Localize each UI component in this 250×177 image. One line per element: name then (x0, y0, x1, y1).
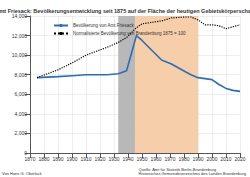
svg-text:1930: 1930 (108, 156, 119, 162)
svg-text:4,000: 4,000 (14, 111, 27, 117)
svg-text:2000: 2000 (206, 156, 217, 162)
svg-text:1980: 1980 (178, 156, 189, 162)
svg-text:1890: 1890 (52, 156, 63, 162)
svg-text:14,000: 14,000 (11, 13, 27, 19)
svg-text:1940: 1940 (122, 156, 133, 162)
svg-text:10,000: 10,000 (12, 52, 28, 58)
svg-text:1880: 1880 (38, 156, 49, 162)
svg-text:Historisches Gemeindeverzeichn: Historisches Gemeindeverzeichnis des Lan… (139, 171, 246, 176)
svg-text:Quelle: Amt für Statistik Berl: Quelle: Amt für Statistik Berlin-Branden… (138, 166, 216, 172)
svg-text:Amt Friesack: Bevölkerungsentw: Amt Friesack: Bevölkerungsentwicklung se… (0, 8, 250, 14)
svg-text:1920: 1920 (94, 156, 105, 162)
svg-text:0: 0 (24, 150, 27, 156)
svg-text:Bevölkerung von Amt Friesack: Bevölkerung von Amt Friesack (73, 23, 135, 28)
svg-text:2020: 2020 (234, 156, 245, 162)
svg-text:1870: 1870 (24, 156, 35, 162)
svg-text:1970: 1970 (164, 156, 175, 162)
svg-text:1910: 1910 (80, 156, 91, 162)
svg-text:1990: 1990 (192, 156, 203, 162)
svg-text:1960: 1960 (150, 156, 161, 162)
svg-text:6,000: 6,000 (14, 91, 27, 97)
svg-text:12,000: 12,000 (12, 33, 28, 39)
svg-text:8,000: 8,000 (14, 72, 27, 78)
svg-text:2,000: 2,000 (14, 130, 27, 136)
svg-text:1950: 1950 (136, 156, 147, 162)
svg-text:1900: 1900 (66, 156, 77, 162)
svg-text:2010: 2010 (220, 156, 231, 162)
svg-text:Von Hans G. Oberlack: Von Hans G. Oberlack (2, 171, 42, 176)
svg-text:Normalisierte Bevölkerung von: Normalisierte Bevölkerung von Brandenbur… (73, 31, 186, 36)
